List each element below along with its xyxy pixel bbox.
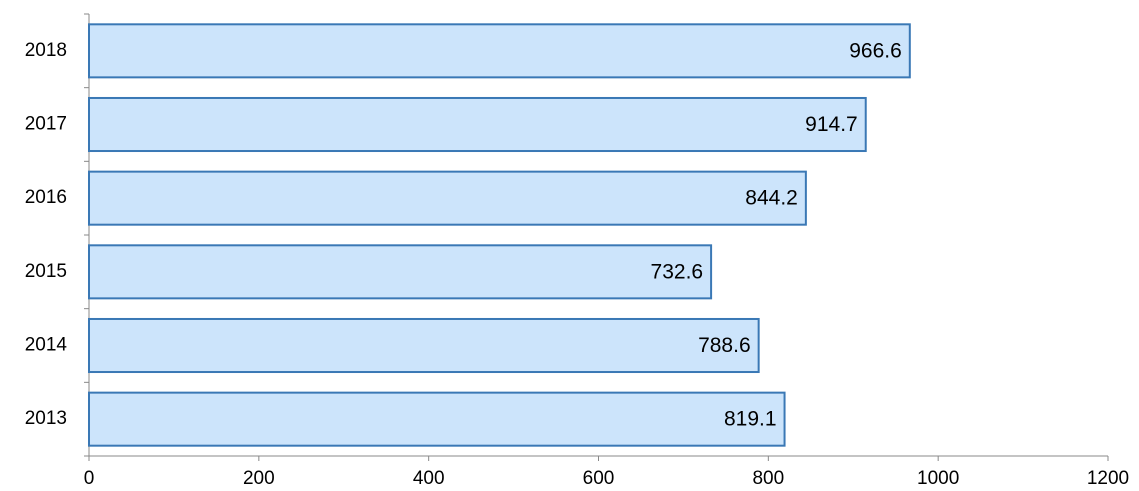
y-tick-label: 2014 — [25, 335, 68, 356]
bar — [88, 23, 911, 79]
data-label: 732.6 — [651, 260, 704, 283]
x-tick-label: 0 — [84, 468, 95, 489]
y-tick-label: 2016 — [25, 187, 67, 208]
bar — [88, 391, 786, 447]
data-label: 914.7 — [805, 113, 858, 136]
x-tick-label: 1000 — [917, 468, 959, 489]
x-tick-label: 600 — [583, 468, 615, 489]
x-tick-label: 200 — [243, 468, 275, 489]
data-label: 788.6 — [698, 334, 751, 357]
y-tick-label: 2017 — [25, 114, 67, 135]
y-tick-label: 2015 — [25, 261, 67, 282]
bar — [88, 244, 713, 300]
data-label: 819.1 — [724, 408, 777, 431]
y-tick-label: 2013 — [25, 408, 67, 429]
x-tick-label: 800 — [752, 468, 784, 489]
data-label: 844.2 — [745, 187, 798, 210]
bar — [88, 96, 867, 153]
bar — [88, 317, 760, 374]
data-label: 966.6 — [849, 39, 902, 62]
bar — [88, 170, 807, 226]
x-tick-label: 400 — [413, 468, 445, 489]
x-tick-label: 1200 — [1087, 468, 1129, 489]
y-tick-label: 2018 — [25, 40, 67, 61]
